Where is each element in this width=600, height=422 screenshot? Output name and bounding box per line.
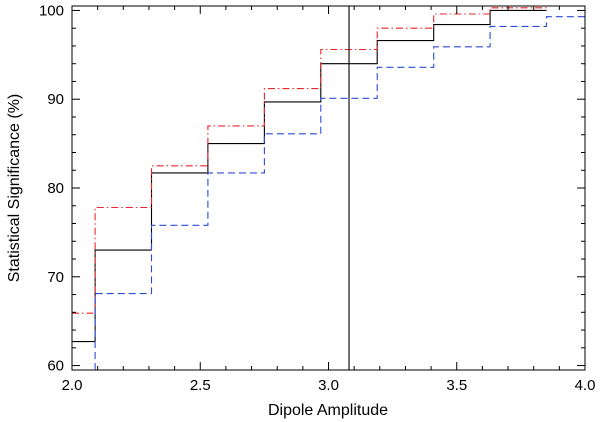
- x-tick-label: 3.5: [446, 377, 467, 394]
- plot-frame: [71, 5, 586, 371]
- y-tick-label: 100: [39, 2, 64, 19]
- x-tick-label: 2.5: [190, 377, 211, 394]
- x-tick-label: 4.0: [575, 377, 596, 394]
- x-tick-label: 2.0: [62, 377, 83, 394]
- y-tick-label: 90: [47, 91, 64, 108]
- y-tick-label: 80: [47, 180, 64, 197]
- y-tick-label: 70: [47, 269, 64, 286]
- series-layer: [72, 7, 585, 370]
- x-ticks: 2.0 2.5 3.0 3.5 4.0: [62, 6, 596, 394]
- y-ticks: 60 70 80 90 100: [39, 2, 585, 375]
- y-axis-title: Statistical Significance (%): [6, 94, 23, 283]
- x-axis-title: Dipole Amplitude: [268, 402, 388, 419]
- y-tick-label: 60: [47, 358, 64, 375]
- x-tick-label: 3.0: [318, 377, 339, 394]
- series-line-1: [72, 9, 547, 343]
- series-line-3: [94, 16, 585, 370]
- series-line-2: [72, 7, 547, 314]
